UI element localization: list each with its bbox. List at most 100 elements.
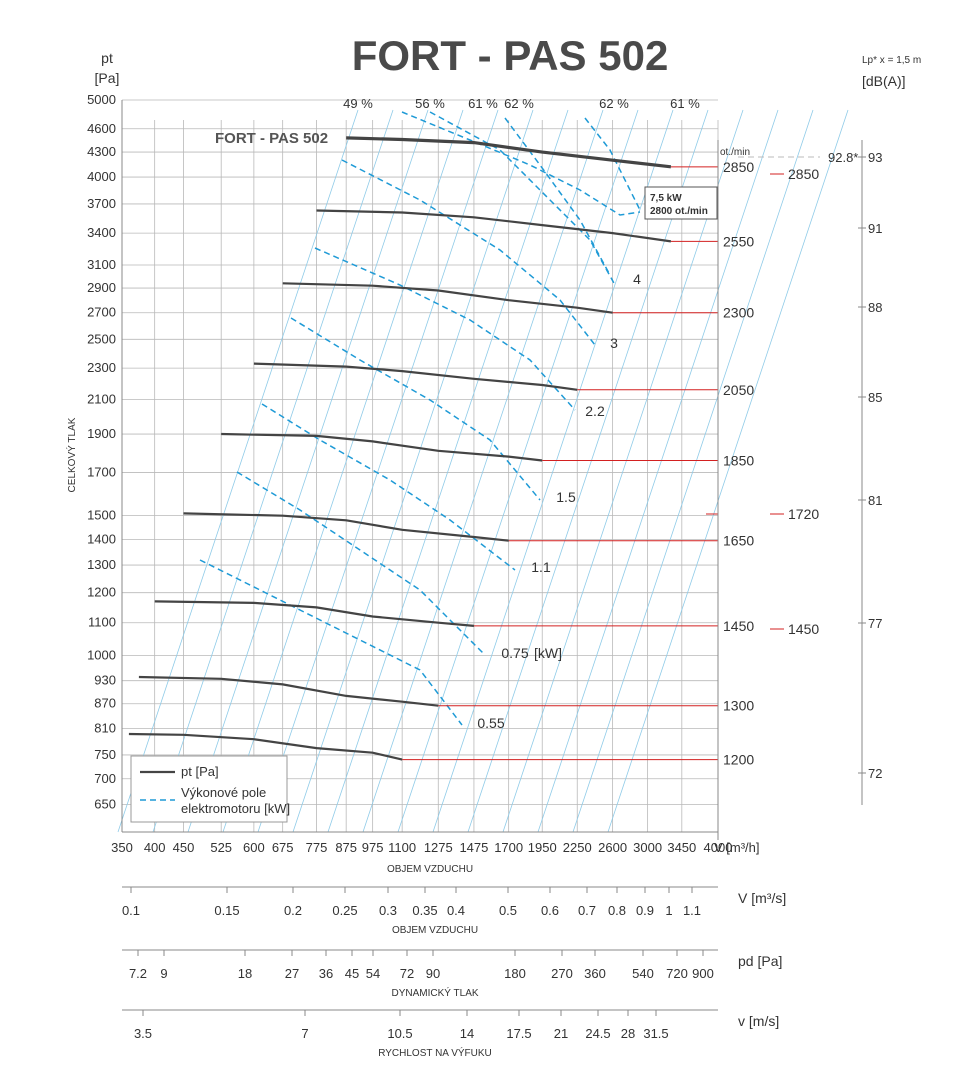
efficiency-diagonal — [502, 109, 744, 833]
speed-label: 1300 — [723, 698, 754, 714]
power-label: [kW] — [534, 645, 562, 661]
x-tick-label: 1950 — [528, 840, 557, 855]
y-tick-label: 2900 — [87, 280, 116, 295]
scale-tick-label: 7.2 — [129, 966, 147, 981]
efficiency-diagonal — [292, 109, 534, 833]
scale-tick-label: 0.15 — [214, 903, 239, 918]
scale-tick-label: 540 — [632, 966, 654, 981]
efficiency-label: 61 % — [670, 96, 700, 111]
y-tick-label: 3100 — [87, 257, 116, 272]
scale-tick-label: 36 — [319, 966, 333, 981]
motor-box-line1: 7,5 kW — [650, 193, 682, 204]
power-label: 0.55 — [477, 715, 504, 731]
scale-tick-label: 1.1 — [683, 903, 701, 918]
y-tick-label: 650 — [94, 796, 116, 811]
scale-tick-label: 90 — [426, 966, 440, 981]
y-tick-label: 2300 — [87, 360, 116, 375]
efficiency-label: 49 % — [343, 96, 373, 111]
pressure-curve — [316, 209, 672, 243]
speed-label: 1200 — [723, 752, 754, 768]
power-label: 1.1 — [531, 559, 551, 575]
x-tick-label: 600 — [243, 840, 265, 855]
grid — [121, 99, 719, 832]
scale-tick-label: 18 — [238, 966, 252, 981]
x-tick-label: 525 — [210, 840, 232, 855]
power-label: 0.75 — [501, 645, 528, 661]
speed-label: 2050 — [723, 382, 754, 398]
scale-tick-label: 3.5 — [134, 1026, 152, 1041]
x-tick-label: 3000 — [633, 840, 662, 855]
x-tick-label: 450 — [173, 840, 195, 855]
scale-tick-label: 0.8 — [608, 903, 626, 918]
y-tick-label: 1400 — [87, 531, 116, 546]
scale-tick-label: 54 — [366, 966, 380, 981]
y-axis-unit: [Pa] — [95, 70, 120, 86]
y-tick-label: 4300 — [87, 144, 116, 159]
y-tick-label: 2500 — [87, 331, 116, 346]
power-curve — [401, 111, 641, 216]
motor-box-line2: 2800 ot./min — [650, 206, 708, 217]
speed-lines — [402, 166, 784, 761]
db-marker: 92.8* — [828, 150, 858, 165]
x-tick-label: 775 — [306, 840, 328, 855]
pressure-curve — [346, 136, 672, 169]
y-tick-label: 930 — [94, 673, 116, 688]
y-tick-label: 870 — [94, 696, 116, 711]
legend-power-label-1: Výkonové pole — [181, 785, 266, 800]
y-tick-label: 700 — [94, 771, 116, 786]
y-tick-label: 3700 — [87, 196, 116, 211]
y-tick-label: 1000 — [87, 648, 116, 663]
power-curve — [314, 247, 576, 411]
efficiency-label: 61 % — [468, 96, 498, 111]
db-tick-label: 88 — [868, 300, 882, 315]
speed-label: 2850 — [723, 159, 754, 175]
power-curve — [261, 403, 516, 571]
pressure-curve — [128, 732, 403, 761]
scale-tick-label: 0.2 — [284, 903, 302, 918]
pressure-curve — [154, 600, 474, 627]
chart-title: FORT - PAS 502 — [352, 32, 669, 79]
scale-tick-label: 720 — [666, 966, 688, 981]
scale-tick-label: 270 — [551, 966, 573, 981]
y-tick-label: 1200 — [87, 585, 116, 600]
labels: pt [Pa] CELKOVÝ TLAK V [m³/h] OBJEM VZDUCHU 4… — [65, 50, 921, 875]
scale-tick-label: 180 — [504, 966, 526, 981]
x-tick-label: 4000 — [704, 840, 733, 855]
scale-tick-label: 7 — [301, 1026, 308, 1041]
scale-tick-label: 0.9 — [636, 903, 654, 918]
y-tick-label: 1300 — [87, 557, 116, 572]
scale-tick-label: 0.35 — [412, 903, 437, 918]
scale-tick-label: 31.5 — [643, 1026, 668, 1041]
scale-tick-label: 10.5 — [387, 1026, 412, 1041]
power-curve — [429, 111, 616, 286]
scale-tick-label: 21 — [554, 1026, 568, 1041]
scale-tick-label: 24.5 — [585, 1026, 610, 1041]
secondary-scales: 0.1 0.15 0.2 0.25 0.3 0.35 0.4 0.5 0.6 0.7 0.8 0.9 1… — [122, 886, 786, 1059]
scale-name: V [m³/s] — [738, 890, 786, 906]
scale-tick-label: 900 — [692, 966, 714, 981]
scale-label: OBJEM VZDUCHU — [392, 925, 478, 936]
scale-tick-label: 0.1 — [122, 903, 140, 918]
x-tick-label: 1275 — [424, 840, 453, 855]
scale-label: RYCHLOST NA VÝFUKU — [378, 1046, 492, 1059]
efficiency-diagonal — [537, 109, 779, 833]
power-label: 4 — [633, 271, 641, 287]
right-speed-label: 1450 — [788, 621, 819, 637]
power-label: 3 — [610, 335, 618, 351]
y-tick-label: 1900 — [87, 426, 116, 441]
y-tick-label: 1100 — [88, 615, 116, 630]
efficiency-diagonal — [432, 109, 674, 833]
right-speed-label: 1720 — [788, 506, 819, 522]
y-axis-label: CELKOVÝ TLAK — [65, 417, 78, 492]
scale-tick-label: 360 — [584, 966, 606, 981]
power-curve — [504, 117, 611, 276]
scale-name: v [m/s] — [738, 1013, 779, 1029]
scale-tick-label: 45 — [345, 966, 359, 981]
efficiency-diagonal — [187, 109, 429, 833]
db-tick-label: 93 — [868, 150, 882, 165]
efficiency-label: 56 % — [415, 96, 445, 111]
x-tick-label: 2250 — [563, 840, 592, 855]
y-tick-label: 5000 — [87, 92, 116, 107]
scale-tick-label: 9 — [160, 966, 167, 981]
